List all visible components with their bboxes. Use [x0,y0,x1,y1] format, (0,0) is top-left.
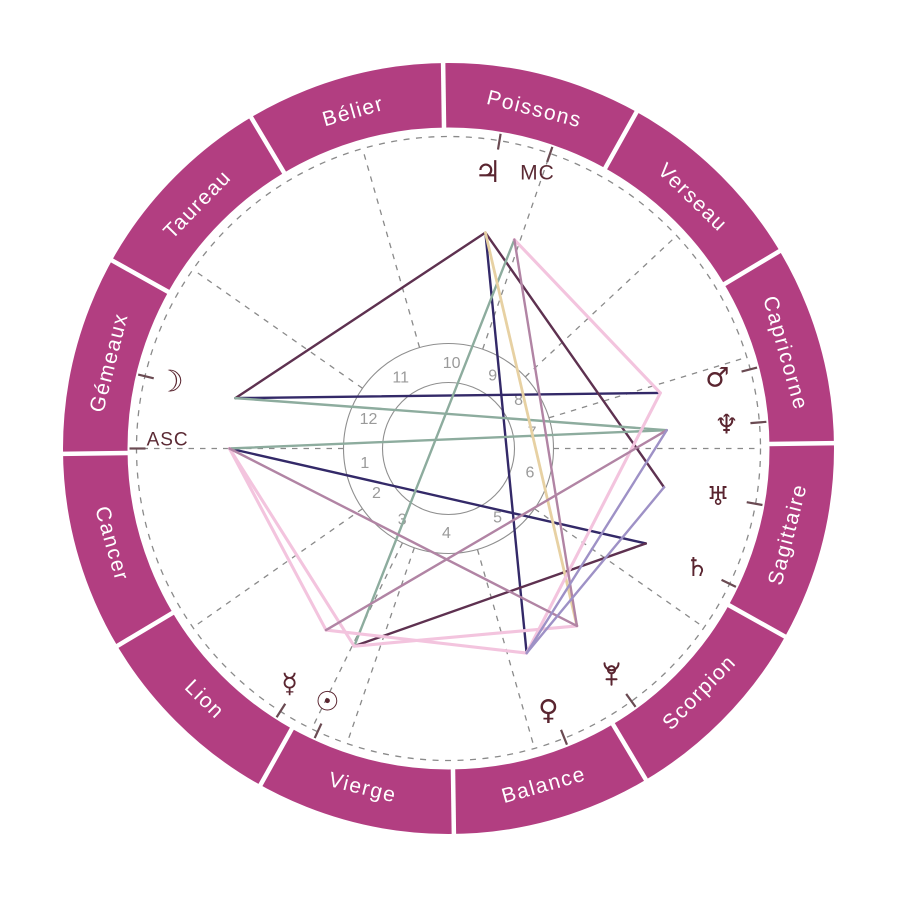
sign-separator [62,450,129,457]
aspect-line-sun-pluto [352,624,579,648]
house-number-1: 1 [360,455,369,472]
zodiac-ring [63,63,834,834]
planet-glyph-mars: ♂ [705,362,729,393]
planet-glyph-venus: ♀ [538,694,559,727]
position-tick [625,693,637,708]
house-cusp-line [361,148,421,348]
planet-glyph-mercury: ☿ [281,668,298,699]
house-number-12: 12 [360,411,378,428]
sign-separator [610,722,649,782]
aspect-line-jupiter-venus [484,231,528,655]
aspect-line-asc-saturn [228,447,648,545]
house-number-9: 9 [488,367,497,384]
aspect-line-venus-mars [525,391,662,655]
aspect-line-moon-mars [234,391,662,400]
house-cusp-line [548,356,748,419]
aspect-line-moon-neptune [234,396,668,432]
house-number-11: 11 [392,370,409,387]
position-tick [750,420,767,425]
house-circle-inner [381,381,516,516]
sign-separator [722,248,782,287]
aspect-line-mercury-neptune [324,428,668,632]
aspect-line-neptune-venus [525,428,668,655]
house-circle-outer [342,342,555,555]
aspect-line-jupiter-uranus [484,231,666,489]
house-cusp-line [534,508,705,628]
position-tick [560,729,568,746]
mc-label: MC [520,162,555,185]
position-tick [741,366,758,373]
house-number-3: 3 [398,511,407,528]
position-tick [546,146,554,163]
aspect-line-asc-pluto [228,447,579,628]
position-tick [746,501,763,507]
aspect-line-uranus-venus [525,486,666,655]
sign-separator [768,440,835,447]
planet-glyph-jupiter: ♃ [474,155,501,190]
sign-separator [726,602,787,640]
house-number-8: 8 [514,392,523,409]
sign-separator [110,257,171,295]
house-cusp-line [192,508,363,628]
sign-separator [257,726,295,787]
position-tick [275,703,287,718]
position-tick [496,133,502,150]
house-cusp-line [476,549,536,749]
asc-label: ASC [147,430,189,451]
aspect-line-jupiter-pluto [483,231,579,628]
planet-glyph-saturn: ♄ [686,553,709,583]
sign-separator [450,768,457,835]
planet-glyph-pluto [603,662,620,686]
planet-glyph-neptune: ♆ [714,410,738,441]
sign-separator [440,62,447,129]
aspect-line-asc-mercury [227,446,328,632]
house-cusp-line [192,269,363,389]
aspect-line-sun-saturn [353,542,648,648]
house-number-10: 10 [443,355,461,372]
house-number-4: 4 [442,525,451,542]
aspect-line-mc-sun [353,238,516,648]
position-tick [313,723,323,739]
aspect-line-asc-sun [227,446,356,648]
aspect-line-asc-neptune [228,428,668,450]
planet-glyph-uranus: ♅ [707,482,730,512]
house-cusp-line [346,547,415,744]
position-tick [137,373,155,380]
planet-glyph-moon: ☽ [157,365,184,400]
sign-separator [248,115,287,175]
house-number-2: 2 [372,485,381,502]
aspect-line-mc-mars [512,238,662,395]
sign-separator [115,610,175,649]
sign-separator [602,110,640,171]
planet-glyph-sun: ☉ [315,687,339,718]
position-tick [721,578,737,588]
house-number-6: 6 [526,464,535,481]
house-cusp-line [524,235,678,378]
aspect-line-moon-jupiter [234,231,487,400]
aspect-line-mc-pluto [513,238,579,628]
aspect-line-mercury-venus [324,628,529,655]
house-number-5: 5 [493,509,502,526]
